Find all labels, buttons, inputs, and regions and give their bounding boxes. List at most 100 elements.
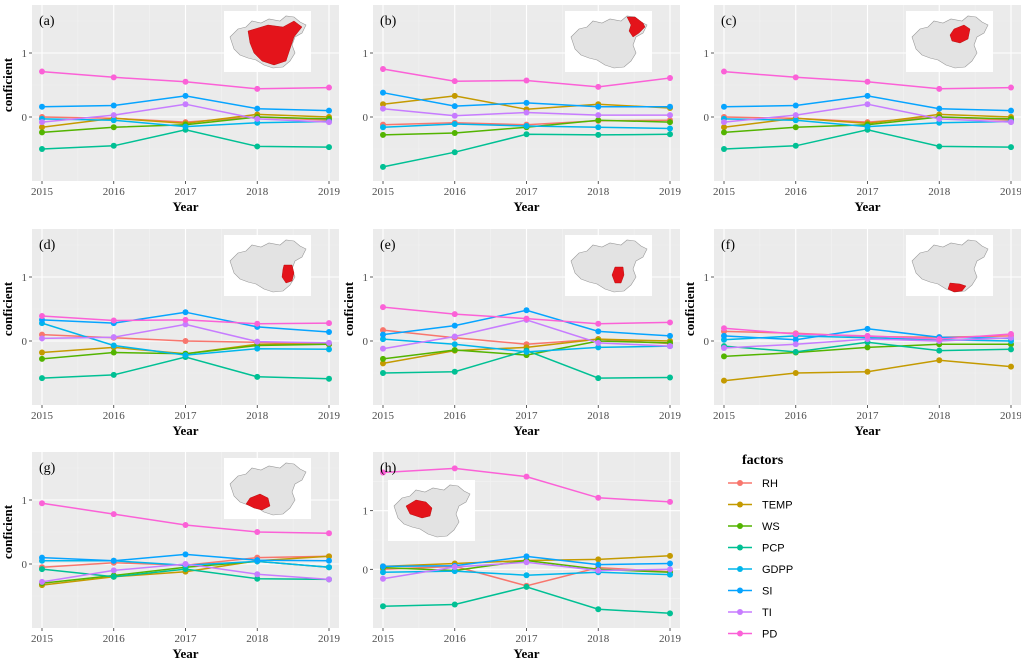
data-point-SI-2015 — [380, 89, 386, 96]
data-point-SI-2016 — [110, 557, 117, 564]
data-point-WS-2016 — [792, 124, 799, 131]
y-tick-label: 0 — [22, 336, 28, 348]
data-point-SI-2017 — [182, 551, 189, 558]
data-point-WS-2015 — [721, 129, 727, 136]
x-tick-label: 2018 — [587, 410, 610, 422]
data-point-PCP-2018 — [936, 143, 943, 150]
data-point-PD-2018 — [254, 529, 261, 535]
data-point-SI-2018 — [595, 328, 602, 335]
data-point-WS-2016 — [110, 124, 117, 131]
x-tick-label: 2019 — [1000, 410, 1021, 422]
x-tick-label: 2019 — [318, 186, 341, 198]
data-point-SI-2019 — [667, 560, 673, 567]
data-point-PCP-2015 — [39, 375, 45, 382]
china-map-central-icon — [565, 235, 652, 296]
data-point-TI-2016 — [451, 563, 458, 570]
data-point-PD-2017 — [523, 77, 530, 84]
data-point-PCP-2018 — [254, 143, 261, 150]
data-point-PD-2015 — [721, 68, 727, 75]
highlighted-region — [245, 493, 271, 511]
data-point-PD-2017 — [864, 78, 871, 85]
x-tick-label: 2019 — [318, 410, 341, 422]
legend-item-PCP: PCP — [728, 543, 785, 555]
data-point-TEMP-2015 — [721, 377, 727, 384]
x-tick-label: 2017 — [175, 633, 198, 645]
data-point-SI-2018 — [936, 105, 943, 112]
data-point-TI-2015 — [39, 335, 45, 342]
legend: factors RH TEMP WS PCP GDPP SI TI PD — [728, 453, 793, 641]
data-point-TI-2019 — [326, 119, 332, 126]
data-point-PCP-2019 — [667, 131, 673, 138]
y-tick-label: 1 — [704, 48, 710, 60]
data-point-PCP-2019 — [326, 375, 332, 382]
panel-label: (g) — [39, 461, 56, 476]
legend-key-point — [737, 480, 743, 486]
data-point-WS-2015 — [380, 131, 386, 138]
china-outline — [911, 239, 989, 293]
chart-panel-4: (d) 0 1 2015 2016 2017 2018 2019 Year conficient — [0, 229, 341, 438]
data-point-TEMP-2016 — [792, 370, 799, 376]
data-point-GDPP-2016 — [110, 117, 117, 124]
x-tick-label: 2018 — [246, 186, 269, 198]
panel-label: (h) — [380, 461, 397, 476]
data-point-PD-2016 — [110, 317, 117, 324]
y-tick-label: 1 — [704, 272, 710, 284]
data-point-PCP-2015 — [380, 603, 386, 610]
china-outline — [570, 239, 648, 293]
data-point-WS-2016 — [110, 349, 117, 356]
data-point-TI-2018 — [595, 112, 602, 119]
data-point-PCP-2015 — [380, 370, 386, 376]
legend-key-point — [737, 609, 743, 615]
x-tick-label: 2015 — [31, 410, 54, 422]
data-point-PCP-2016 — [110, 142, 117, 149]
x-tick-label: 2015 — [31, 633, 54, 645]
data-point-PCP-2017 — [523, 583, 530, 590]
legend-label: RH — [762, 478, 778, 490]
x-tick-label: 2017 — [516, 410, 539, 422]
data-point-PD-2015 — [380, 469, 386, 476]
data-point-PCP-2016 — [792, 348, 799, 355]
x-tick-label: 2018 — [246, 633, 269, 645]
data-point-WS-2018 — [595, 117, 602, 124]
x-tick-label: 2017 — [516, 186, 539, 198]
data-point-TI-2015 — [721, 345, 727, 352]
data-point-PCP-2016 — [792, 142, 799, 149]
data-point-PD-2018 — [595, 83, 602, 90]
data-point-PD-2015 — [721, 325, 727, 332]
chart-panel-6: (f) 0 1 2015 2016 2017 2018 2019 Year conficient — [682, 229, 1021, 438]
chart-panel-7: (g) 0 1 2015 2016 2017 2018 2019 Year conficient — [0, 452, 341, 661]
data-point-GDPP-2018 — [595, 344, 602, 351]
y-tick-label: 1 — [22, 495, 28, 507]
data-point-SI-2017 — [864, 325, 871, 332]
data-point-SI-2015 — [721, 103, 727, 110]
data-point-PD-2018 — [254, 320, 261, 327]
data-point-PCP-2019 — [1008, 346, 1014, 353]
x-tick-label: 2016 — [103, 633, 126, 645]
data-point-PD-2016 — [110, 511, 117, 518]
data-point-GDPP-2016 — [792, 117, 799, 124]
data-point-TI-2016 — [110, 112, 117, 119]
data-point-GDPP-2017 — [523, 122, 530, 129]
data-point-TI-2018 — [936, 115, 943, 122]
x-axis-title: Year — [173, 423, 199, 438]
legend-key-point — [737, 587, 743, 594]
data-point-PCP-2016 — [451, 368, 458, 375]
data-point-GDPP-2016 — [451, 121, 458, 128]
x-tick-label: 2016 — [103, 186, 126, 198]
data-point-SI-2017 — [523, 99, 530, 106]
chart-panel-2: (b) 0 1 2015 2016 2017 2018 2019 Year — [363, 5, 682, 214]
data-point-TEMP-2018 — [936, 357, 943, 364]
data-point-GDPP-2017 — [523, 572, 530, 579]
data-point-TI-2016 — [792, 341, 799, 348]
data-point-PD-2017 — [523, 473, 530, 480]
legend-item-TEMP: TEMP — [728, 500, 793, 512]
data-point-SI-2016 — [792, 336, 799, 343]
panel-label: (a) — [39, 14, 55, 29]
data-point-TI-2016 — [110, 567, 117, 574]
data-point-TI-2017 — [182, 561, 189, 567]
data-point-SI-2018 — [254, 557, 261, 564]
data-point-PD-2016 — [792, 74, 799, 81]
data-point-GDPP-2019 — [667, 571, 673, 578]
data-point-SI-2015 — [39, 103, 45, 110]
data-point-PD-2016 — [110, 74, 117, 81]
